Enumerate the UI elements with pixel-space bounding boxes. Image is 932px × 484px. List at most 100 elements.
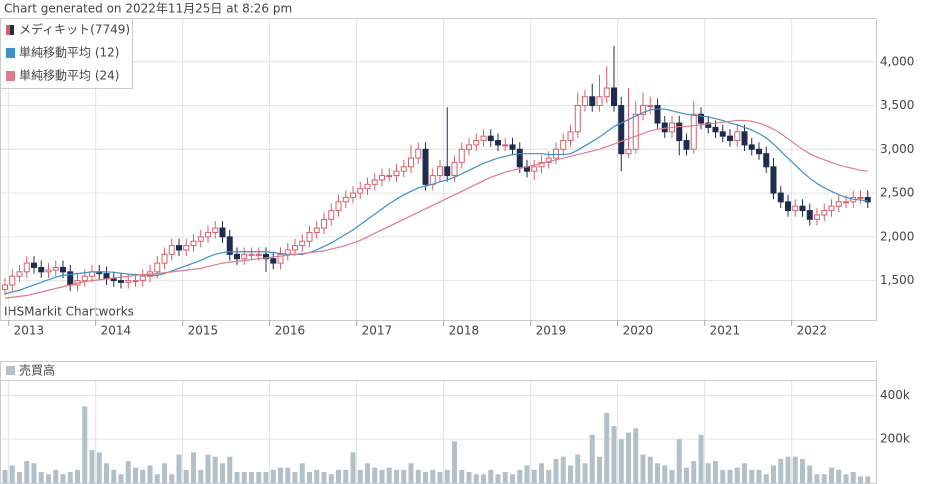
volume-bar: [162, 463, 167, 483]
candle-body: [509, 144, 516, 150]
candle-body: [792, 205, 799, 212]
volume-bar: [626, 432, 631, 483]
chart-title: Chart generated on 2022年11月25日 at 8:26 p…: [4, 2, 292, 16]
candle-body: [161, 253, 168, 264]
candle-body: [683, 140, 690, 150]
candle-body: [763, 153, 770, 168]
volume-bar: [524, 465, 530, 483]
candle-body: [379, 175, 385, 181]
volume-bar: [553, 458, 559, 483]
candle-body: [603, 87, 610, 98]
candle-body: [2, 284, 8, 290]
candle-body: [197, 236, 204, 242]
volume-bar: [365, 463, 370, 483]
moving-average-line: [4, 108, 868, 295]
y-tick-label: 3,500: [880, 98, 914, 112]
volume-bar: [372, 467, 378, 483]
volume-bar: [147, 465, 153, 483]
volume-bar: [575, 454, 581, 483]
volume-bar: [249, 472, 254, 483]
y-tick-label: 1,500: [880, 273, 914, 287]
candle-body: [632, 113, 639, 150]
volume-bar: [800, 458, 805, 483]
legend-swatch: [6, 366, 15, 375]
volume-bar: [140, 469, 146, 483]
candle-body: [596, 96, 603, 107]
volume-bar: [778, 458, 784, 483]
volume-bar: [662, 465, 668, 483]
candle-body: [9, 275, 16, 286]
candle-body: [640, 105, 646, 115]
volume-bar: [415, 469, 421, 483]
volume-bar: [154, 474, 160, 483]
volume-bar: [60, 474, 66, 483]
candle-body: [190, 240, 197, 247]
volume-bar: [684, 467, 689, 483]
volume-bar: [865, 476, 871, 483]
volume-bar: [785, 456, 791, 483]
candle-body: [408, 157, 414, 168]
candle-body: [415, 148, 422, 159]
volume-bar: [125, 461, 131, 483]
volume-bar: [430, 469, 436, 483]
volume-bar: [640, 454, 646, 483]
candle-body: [806, 210, 813, 220]
candle-body: [393, 170, 400, 177]
legend-label: 単純移動平均 (24): [19, 69, 119, 83]
volume-bar: [423, 472, 428, 483]
volume-bar: [517, 469, 523, 483]
volume-bar: [473, 474, 479, 483]
x-tick-label: 2019: [536, 324, 567, 338]
volume-bar: [314, 469, 320, 483]
volume-bar: [82, 406, 88, 483]
volume-bar: [756, 469, 762, 483]
volume-bar: [611, 426, 617, 483]
candle-body: [371, 179, 378, 185]
volume-bar: [198, 469, 204, 483]
volume-bar: [46, 474, 51, 483]
legend-label: 売買高: [19, 363, 55, 378]
volume-bar: [386, 467, 392, 483]
volume-bar: [836, 469, 842, 483]
candle-body: [799, 205, 806, 212]
volume-bar: [17, 472, 22, 483]
candle-body: [676, 122, 683, 142]
candle-body: [727, 135, 733, 142]
volume-bar: [539, 463, 544, 483]
volume-bar: [488, 469, 494, 483]
x-tick-label: 2021: [710, 324, 741, 338]
candle-body: [712, 126, 719, 133]
candle-body: [437, 166, 443, 177]
candle-body: [364, 183, 371, 190]
volume-bar: [350, 452, 356, 483]
candle-body: [545, 157, 552, 163]
candle-body: [31, 262, 37, 268]
candle-body: [38, 266, 45, 273]
volume-bar: [669, 469, 675, 483]
volume-bar: [307, 472, 312, 483]
candle-body: [176, 245, 182, 251]
volume-bar: [749, 469, 755, 483]
volume-bar: [270, 469, 276, 483]
y-tick-label: 4,000: [880, 54, 914, 68]
volume-bar: [118, 474, 124, 483]
volume-bar: [401, 469, 407, 483]
volume-bar: [328, 474, 334, 483]
volume-bar: [771, 465, 776, 483]
candle-body: [770, 166, 777, 194]
volume-bar: [437, 472, 443, 483]
volume-bar: [589, 434, 595, 483]
volume-bar: [38, 472, 44, 483]
volume-bar: [53, 469, 59, 483]
candle-body: [647, 105, 654, 108]
volume-bar: [343, 469, 349, 483]
volume-bar: [133, 467, 138, 483]
candle-body: [864, 196, 871, 203]
candle-body: [154, 262, 161, 273]
candle-body: [843, 201, 849, 204]
candle-body: [205, 231, 211, 238]
volume-bar: [698, 434, 704, 483]
candle-body: [357, 188, 364, 194]
x-tick-label: 2018: [449, 324, 480, 338]
